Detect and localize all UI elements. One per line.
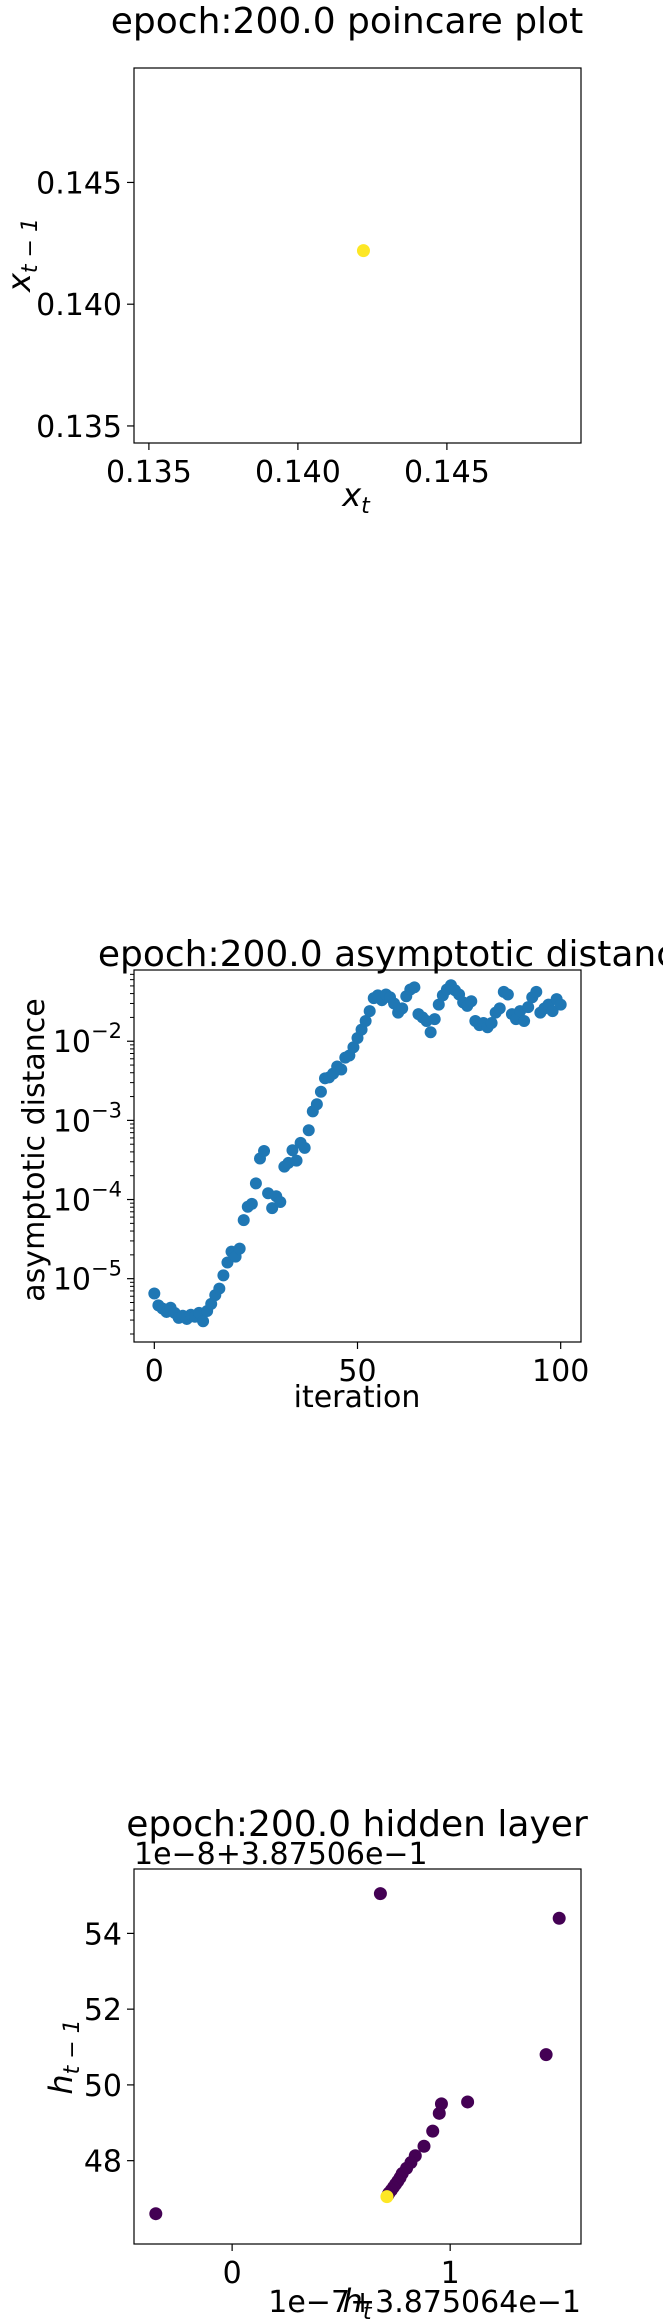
data-point <box>245 1197 258 1210</box>
plot-frame <box>133 1868 582 2245</box>
x-axis-ticks: 0.135 0.140 0.145 <box>106 443 490 490</box>
data-point <box>432 2106 446 2120</box>
x-tick-label: 50 <box>338 1354 376 1389</box>
data-point <box>197 1315 210 1328</box>
data-point <box>258 1145 271 1158</box>
y-tick-label: 50 <box>84 2069 122 2104</box>
chart-title: epoch:200.0 hidden layer <box>126 1804 588 1845</box>
plot-marks <box>356 244 370 258</box>
data-point <box>539 2048 553 2062</box>
data-point <box>310 1098 323 1111</box>
data-point <box>149 2207 163 2221</box>
x-axis-label: xt <box>341 476 371 519</box>
data-point <box>233 1242 246 1255</box>
data-point <box>522 1001 535 1014</box>
x-axis-label: iteration <box>294 1380 421 1415</box>
y-tick-label: 0.135 <box>36 410 122 445</box>
y-tick-label: 10−2 <box>53 1019 122 1060</box>
x-offset-label: 1e−7+3.875064e−1 <box>268 2285 581 2320</box>
data-point <box>363 1005 376 1018</box>
data-point <box>465 995 478 1008</box>
x-tick-label: 0.145 <box>404 455 490 490</box>
y-axis-label: xt − 1 <box>0 218 43 293</box>
data-point <box>148 1287 161 1300</box>
data-point <box>432 998 445 1011</box>
data-point <box>408 981 421 994</box>
data-point <box>485 1016 498 1029</box>
data-point <box>546 1005 559 1018</box>
plot-marks <box>149 1887 566 2221</box>
y-offset-label: 1e−8+3.87506e−1 <box>134 1837 428 1872</box>
data-point <box>298 1141 311 1154</box>
data-point <box>493 1002 506 1015</box>
y-axis-ticks: 10−5 10−4 10−3 10−2 <box>53 973 134 1335</box>
data-point <box>290 1154 303 1167</box>
data-point <box>373 1887 387 1901</box>
data-point <box>217 1269 230 1282</box>
data-point <box>552 1911 566 1925</box>
plot-frame <box>133 67 582 444</box>
data-point <box>428 1013 441 1026</box>
y-axis-label: asymptotic distance <box>17 998 52 1301</box>
hidden-layer-chart: epoch:200.0 hidden layer 1e−8+3.87506e−1… <box>42 1804 588 2323</box>
x-tick-label: 100 <box>532 1354 589 1389</box>
data-point <box>314 1085 327 1098</box>
data-point <box>417 2139 431 2153</box>
data-point <box>424 1026 437 1039</box>
data-point <box>380 2190 394 2204</box>
x-tick-label: 0 <box>223 2256 242 2291</box>
data-point <box>237 1214 250 1227</box>
y-axis-ticks: 48 50 52 54 <box>84 1917 134 2180</box>
plot-marks <box>148 979 567 1328</box>
data-point <box>501 988 514 1001</box>
x-tick-label: 0.135 <box>106 455 192 490</box>
data-point <box>554 998 567 1011</box>
poincare-plot-chart: epoch:200.0 poincare plot 0.135 0.140 0.14… <box>0 1 583 519</box>
y-tick-label: 0.140 <box>36 288 122 323</box>
chart-title: epoch:200.0 asymptotic distance <box>98 934 663 975</box>
data-point <box>286 1144 299 1157</box>
data-point <box>426 2124 440 2138</box>
x-axis-ticks: 0 50 100 <box>145 1342 589 1389</box>
data-point <box>518 1015 531 1028</box>
y-tick-label: 0.145 <box>36 166 122 201</box>
data-point <box>274 1196 287 1209</box>
data-point <box>347 1041 360 1054</box>
asymptotic-distance-chart: epoch:200.0 asymptotic distance 0 50 100 1… <box>17 934 663 1415</box>
data-point <box>302 1124 315 1137</box>
chart-title: epoch:200.0 poincare plot <box>111 1 583 42</box>
data-point <box>461 2095 475 2109</box>
data-point <box>356 244 370 258</box>
x-tick-label: 0.140 <box>255 455 341 490</box>
x-tick-label: 1 <box>441 2256 460 2291</box>
y-tick-label: 54 <box>84 1917 122 1952</box>
data-point <box>396 1002 409 1015</box>
y-tick-label: 10−3 <box>53 1098 122 1139</box>
y-axis-ticks: 0.135 0.140 0.145 <box>36 166 134 445</box>
data-point <box>249 1177 262 1190</box>
data-point <box>213 1282 226 1295</box>
y-tick-label: 10−5 <box>53 1257 122 1298</box>
y-tick-label: 10−4 <box>53 1178 122 1219</box>
y-tick-label: 52 <box>84 1993 122 2028</box>
data-point <box>530 985 543 998</box>
data-point <box>335 1063 348 1076</box>
y-tick-label: 48 <box>84 2145 122 2180</box>
data-point <box>359 1015 372 1028</box>
x-tick-label: 0 <box>145 1354 164 1389</box>
y-axis-label: ht − 1 <box>42 2019 85 2094</box>
